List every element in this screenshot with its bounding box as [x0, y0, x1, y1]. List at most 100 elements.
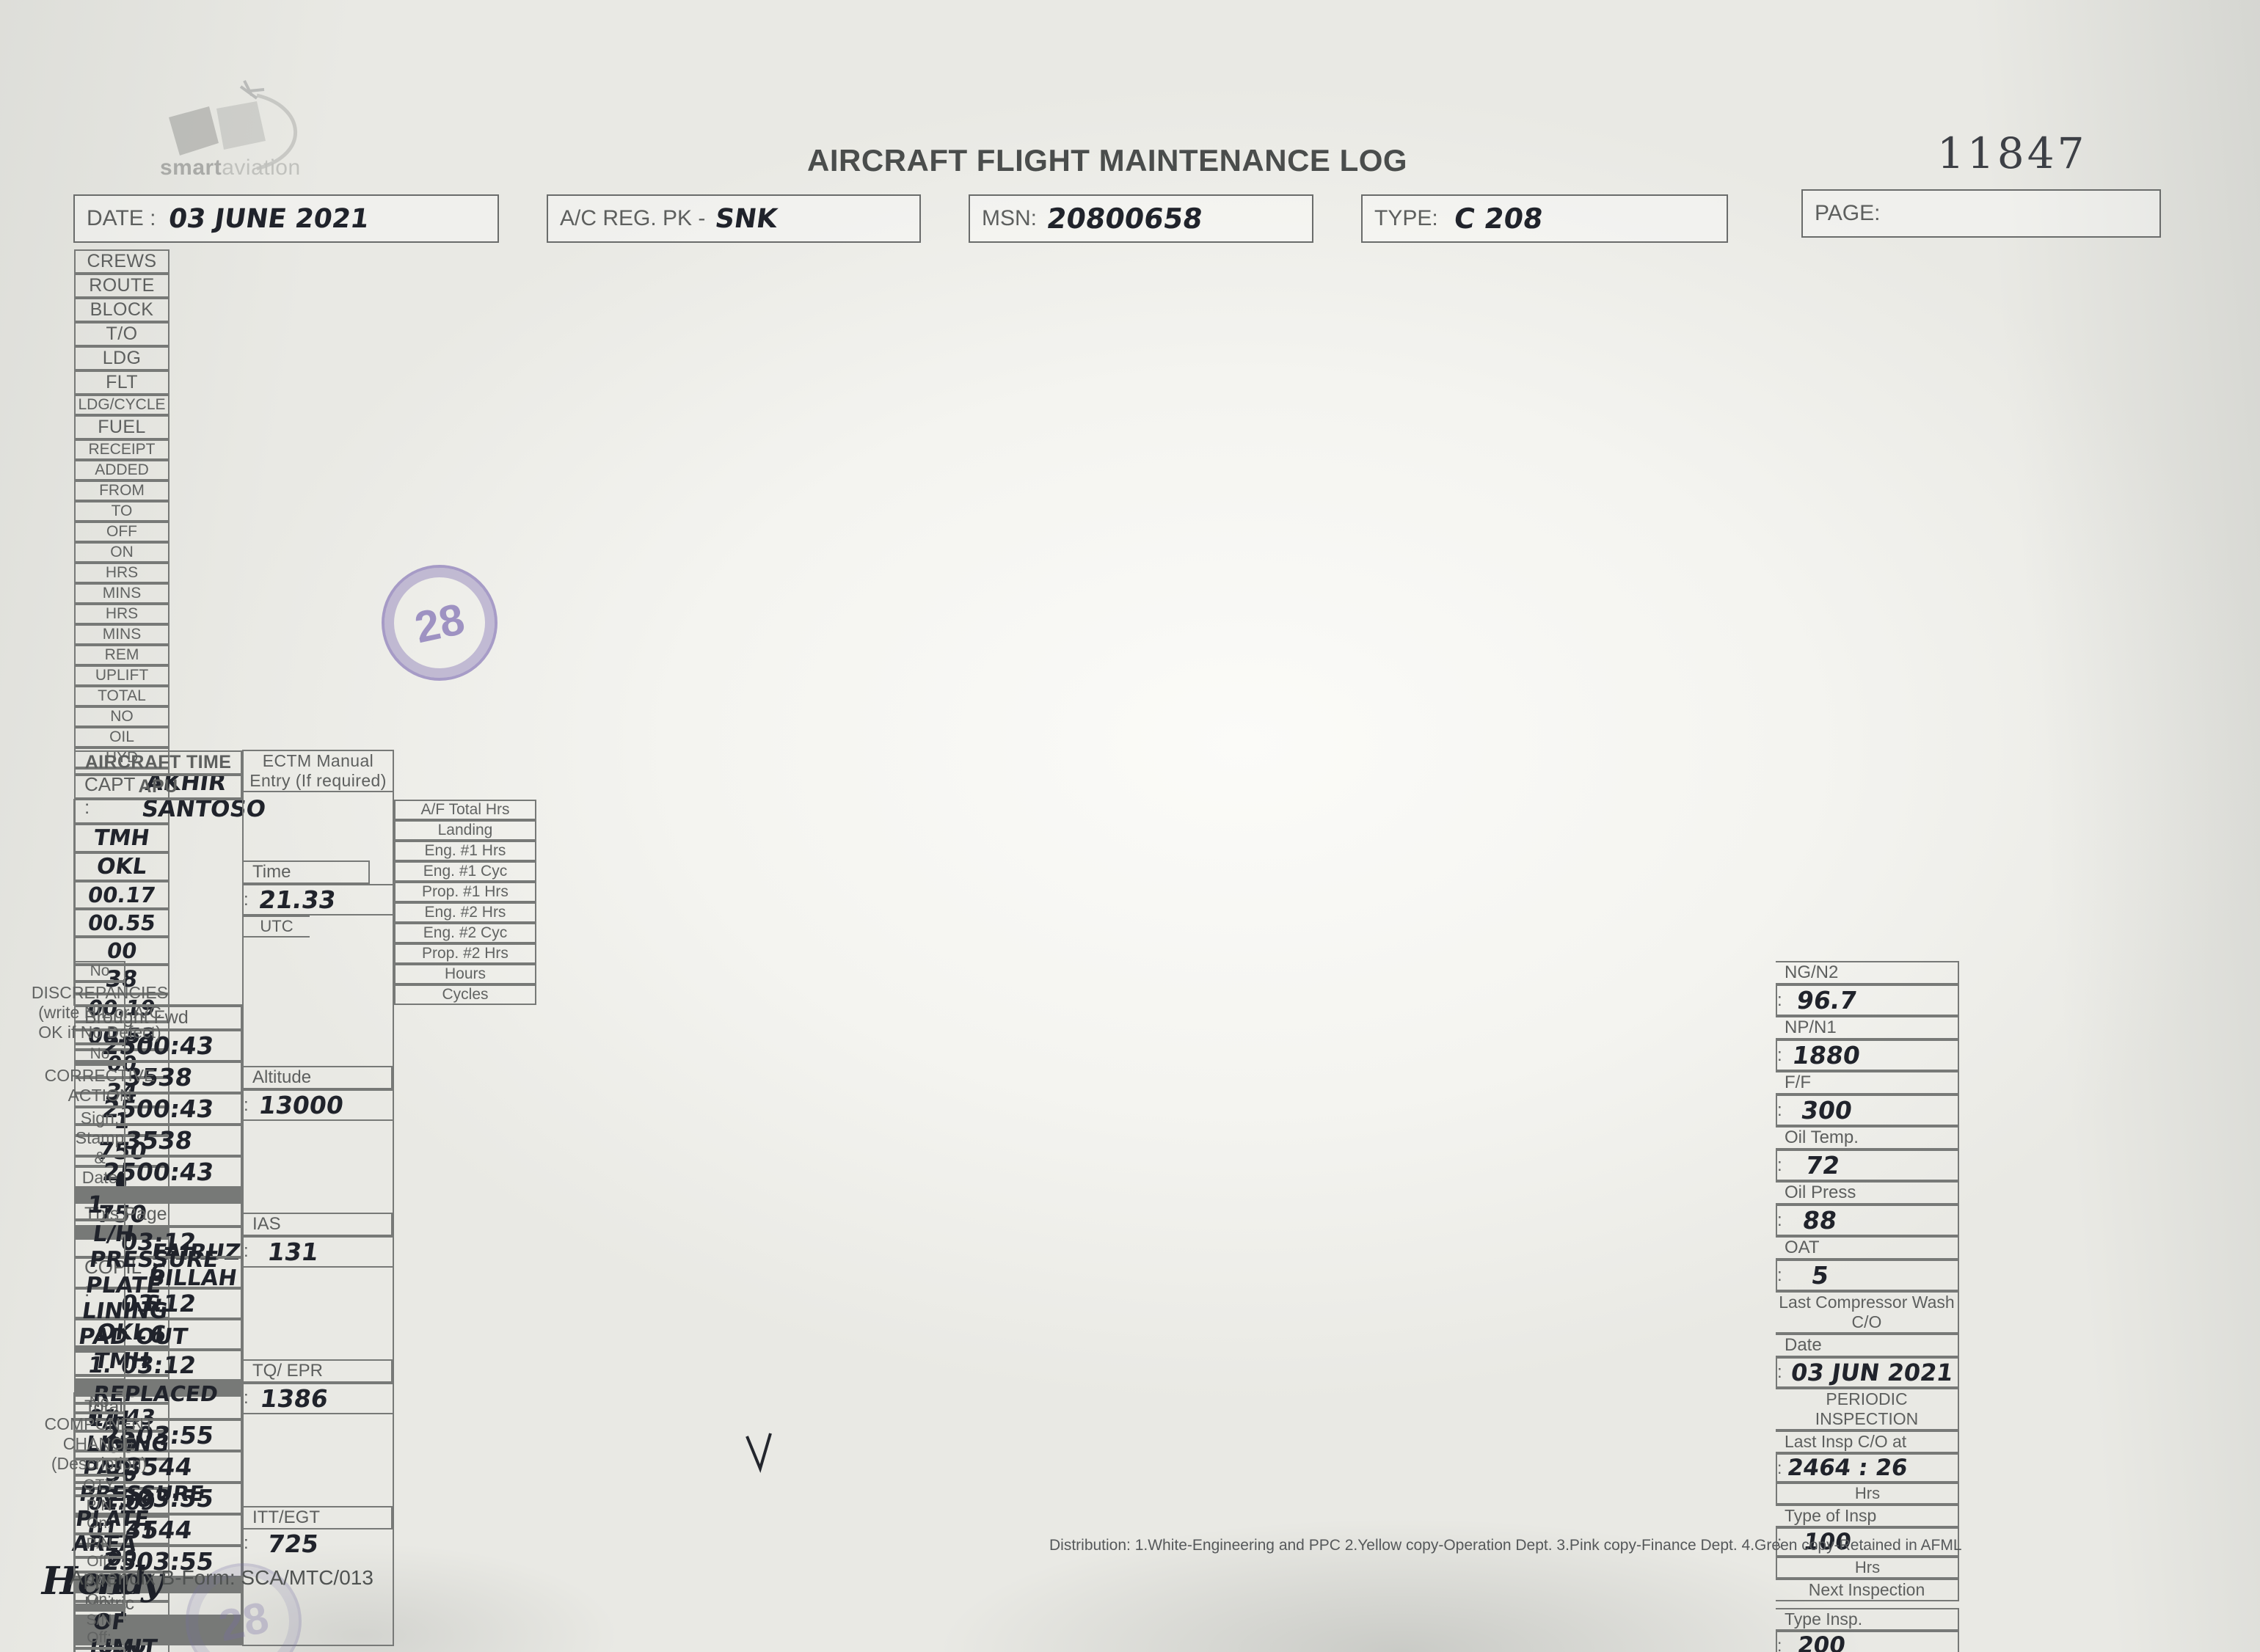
corrective-no-header: No	[90, 1045, 110, 1062]
next-type-insp-label: Type Insp.	[1785, 1609, 1863, 1629]
date-label: DATE :	[87, 206, 156, 230]
ectm-label-oat: OAT	[1785, 1238, 1820, 1257]
ectm-colon: :	[1777, 990, 1782, 1010]
type-insp-colon: :	[1777, 1532, 1782, 1552]
flt-mins-header: MINS	[102, 626, 142, 643]
msn-value: 20800658	[1044, 202, 1205, 235]
apu-title: APU	[138, 776, 178, 797]
ectm-colon: :	[1777, 1210, 1782, 1230]
brand-name-bold: smart	[160, 156, 222, 180]
sign-stamp-date-header: Sign, Stamp & Date	[75, 1108, 125, 1187]
discrepancy-line-1: L/H PRESSURE PLATE LINING PAD OUT	[76, 1221, 220, 1350]
cc-pn-off-header: P/N Off:	[86, 1535, 112, 1570]
ectm-colon: :	[244, 1241, 249, 1262]
receipt-no-header: NO	[110, 708, 134, 726]
ectm-label-altitude: Altitude	[252, 1067, 312, 1088]
last-insp-colon: :	[1777, 1458, 1782, 1477]
block-mins-header: MINS	[102, 585, 142, 602]
corrective-signature: Hendy	[41, 1559, 164, 1604]
block-hrs-header: HRS	[105, 564, 139, 582]
ectm-colon: :	[244, 1533, 249, 1554]
aircraft-time-rowlabel-blank	[73, 799, 244, 1006]
date-field[interactable]: DATE : 03 JUNE 2021	[73, 194, 499, 243]
row-label-brought-fwd: Brought Fwd	[84, 1007, 189, 1028]
cc-sn-off-header: S/N Off:	[86, 1612, 112, 1646]
receipt-group-header: RECEIPT	[88, 441, 156, 458]
ectm-value-oil-temp: 72	[1803, 1151, 1842, 1180]
type-label: TYPE:	[1374, 206, 1438, 230]
type-field[interactable]: TYPE: C 208	[1361, 194, 1728, 243]
component-change-section: No COMPONENT CHANGE (Description) QTY P/…	[44, 1392, 1776, 1652]
compressor-wash-date-label: Date	[1785, 1335, 1822, 1355]
aircraft-time-title: AIRCRAFT TIME	[84, 752, 232, 772]
next-type-insp-value: 200	[1796, 1632, 1848, 1652]
cc-description-header: COMPONENT CHANGE (Description)	[44, 1414, 154, 1473]
col-eng1-hrs: Eng. #1 Hrs	[424, 842, 506, 859]
col-landing: Landing	[437, 822, 493, 838]
type-of-insp-unit: Hrs	[1854, 1558, 1881, 1576]
takeoff-group-header: T/O	[106, 324, 138, 344]
type-value: C 208	[1451, 202, 1545, 235]
aircraft-reg-label: A/C REG. PK -	[560, 206, 706, 230]
ectm-value-ng-n2: 96.7	[1794, 986, 1859, 1015]
date-value: 03 JUNE 2021	[167, 203, 372, 234]
ectm-label-ias: IAS	[252, 1213, 281, 1234]
form-serial-number: 11847	[1937, 128, 2088, 178]
ectm-label-tq-epr: TQ/ EPR	[252, 1360, 324, 1381]
msn-label: MSN:	[982, 206, 1037, 230]
to-header: TO	[111, 502, 133, 520]
from-header: FROM	[99, 482, 145, 500]
col-prop1-hrs: Prop. #1 Hrs	[422, 883, 508, 900]
ectm-colon: :	[244, 889, 249, 910]
ectm-label-np-n1: NP/N1	[1785, 1017, 1837, 1037]
next-type-colon: :	[1777, 1635, 1782, 1652]
on-header: ON	[110, 544, 134, 561]
route-group-header: ROUTE	[89, 275, 155, 296]
corrective-no: 1.	[86, 1353, 114, 1378]
inspection-side-panel: NG/N2 :96.7 NP/N1 :1880 F/F :300 Oil Tem…	[1776, 961, 2161, 1652]
discrepancies-corrective-section: No DISCREPANCIES (write NIL or A/C OK if…	[32, 961, 1776, 1652]
distribution-note: Distribution: 1.White-Engineering and PP…	[1049, 1537, 1962, 1554]
ectm-colon: :	[1777, 1265, 1782, 1285]
discrepancies-header: DISCREPANCIES (write NIL or A/C OK if No…	[31, 983, 169, 1042]
crews-group-header: CREWS	[87, 251, 157, 271]
cc-sn-on-header: S/N On:	[86, 1574, 112, 1608]
ectm-label-time: Time	[252, 862, 291, 882]
ectm-title: ECTM Manual Entry (If required)	[249, 751, 387, 790]
ectm-colon: :	[1777, 1045, 1782, 1065]
description-tick-mark-icon	[746, 1433, 772, 1474]
ectm-utc-unit: UTC	[260, 917, 294, 936]
ectm-colon: :	[1777, 1155, 1782, 1175]
col-prop2-hrs: Prop. #2 Hrs	[422, 945, 508, 962]
corrective-signature-cell[interactable]: Hendy 28	[42, 1552, 313, 1652]
hyd-header: HYD	[105, 749, 139, 767]
oil-header: OIL	[109, 728, 134, 746]
aircraft-reg-field[interactable]: A/C REG. PK - SNK	[547, 194, 921, 243]
ectm-value-oil-press: 88	[1800, 1206, 1839, 1235]
cc-no-header: No	[89, 1394, 109, 1411]
apu-title-cell: APU	[74, 775, 242, 799]
ectm-label-oil-temp: Oil Temp.	[1785, 1127, 1859, 1147]
msn-field[interactable]: MSN: 20800658	[969, 194, 1313, 243]
last-insp-co-value: 2464 : 26	[1785, 1455, 1910, 1481]
corrective-action-header: CORRECTIVE ACTION	[44, 1066, 156, 1105]
page-title: AIRCRAFT FLIGHT MAINTENANCE LOG	[807, 143, 1408, 178]
airplane-swoosh-logo-icon	[169, 80, 298, 171]
aircraft-time-section: AIRCRAFT TIME APU ECTM Manual Entry (If …	[73, 750, 2161, 1646]
ectm-label-itt-egt: ITT/EGT	[252, 1507, 320, 1527]
ldg-cycle-header-line2: CYCLE	[114, 396, 166, 413]
periodic-inspection-title: PERIODIC INSPECTION	[1815, 1389, 1919, 1428]
discrepancies-no-header: No	[90, 962, 110, 979]
ectm-label-ng-n2: NG/N2	[1785, 962, 1839, 982]
fuel-uplift-header: UPLIFT	[95, 667, 149, 684]
ectm-value-np-n1: 1880	[1790, 1041, 1862, 1070]
page-field[interactable]: PAGE:	[1801, 189, 2161, 238]
col-apu-cycles: Cycles	[442, 986, 489, 1003]
brand-wordmark: smartaviation	[160, 156, 301, 180]
last-insp-co-label: Last Insp C/O at	[1785, 1432, 1907, 1451]
brand-logo	[147, 73, 382, 183]
fuel-total-header: TOTAL	[98, 687, 146, 705]
fuel-rem-header: REM	[104, 646, 139, 664]
col-apu-hours: Hours	[444, 965, 486, 982]
